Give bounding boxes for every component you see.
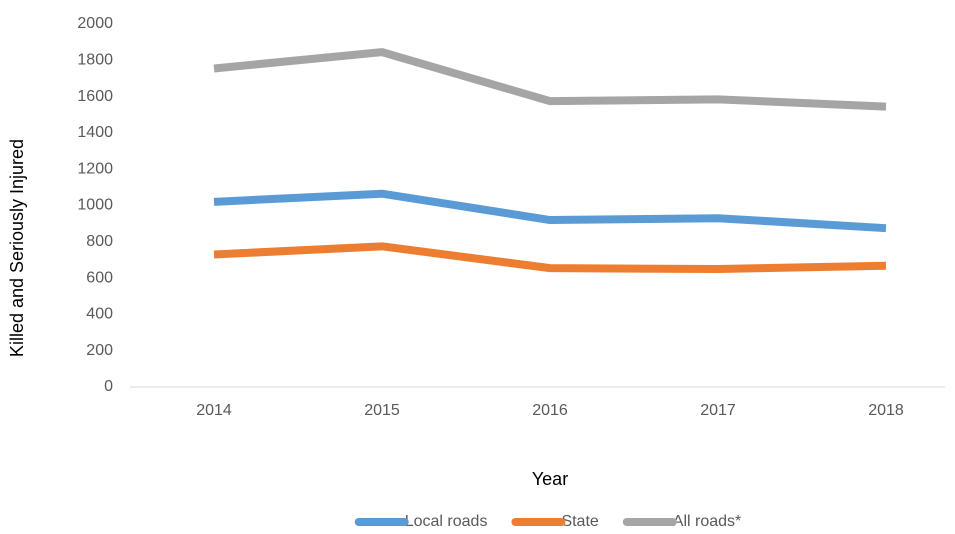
y-tick-label: 200 xyxy=(86,342,113,359)
series-line xyxy=(213,189,887,233)
x-tick-label: 2017 xyxy=(700,402,736,419)
y-tick-label: 400 xyxy=(86,306,113,323)
y-tick-label: 800 xyxy=(86,233,113,250)
y-tick-label: 1000 xyxy=(77,197,113,214)
y-tick-label: 1200 xyxy=(77,160,113,177)
y-tick-label: 600 xyxy=(86,269,113,286)
y-tick-label: 1600 xyxy=(77,88,113,105)
y-tick-label: 2000 xyxy=(77,15,113,32)
x-tick-label: 2016 xyxy=(532,402,568,419)
legend-label: Local roads xyxy=(405,513,488,530)
series-line xyxy=(213,242,887,274)
legend-label: State xyxy=(561,513,598,530)
y-axis-title: Killed and Seriously Injured xyxy=(7,139,27,357)
x-tick-label: 2018 xyxy=(868,402,904,419)
series-line xyxy=(213,48,887,111)
y-tick-label: 0 xyxy=(104,378,113,395)
x-tick-label: 2015 xyxy=(364,402,400,419)
y-tick-label: 1800 xyxy=(77,52,113,69)
legend-label: All roads* xyxy=(673,513,741,530)
x-axis-title: Year xyxy=(532,469,568,489)
x-tick-label: 2014 xyxy=(196,402,232,419)
y-tick-label: 1400 xyxy=(77,124,113,141)
